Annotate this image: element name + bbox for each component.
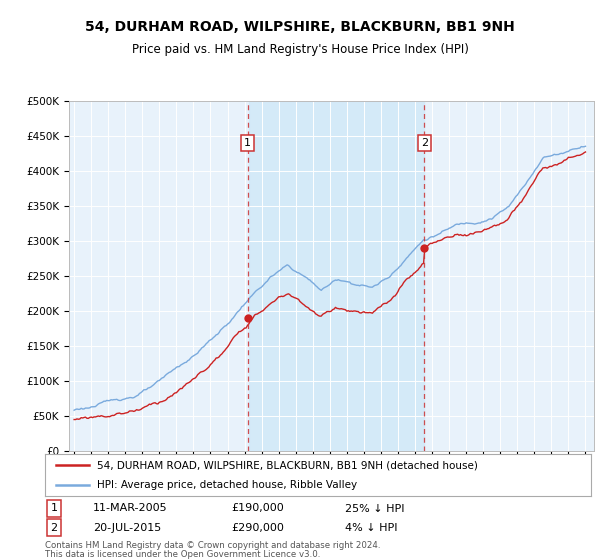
- Text: 20-JUL-2015: 20-JUL-2015: [93, 522, 161, 533]
- Text: 25% ↓ HPI: 25% ↓ HPI: [345, 503, 404, 514]
- Text: £190,000: £190,000: [231, 503, 284, 514]
- Text: HPI: Average price, detached house, Ribble Valley: HPI: Average price, detached house, Ribb…: [97, 480, 357, 490]
- Text: This data is licensed under the Open Government Licence v3.0.: This data is licensed under the Open Gov…: [45, 550, 320, 559]
- Text: 11-MAR-2005: 11-MAR-2005: [93, 503, 167, 514]
- Text: 2: 2: [421, 138, 428, 148]
- Text: 2: 2: [50, 522, 58, 533]
- Text: 4% ↓ HPI: 4% ↓ HPI: [345, 522, 398, 533]
- Text: 54, DURHAM ROAD, WILPSHIRE, BLACKBURN, BB1 9NH: 54, DURHAM ROAD, WILPSHIRE, BLACKBURN, B…: [85, 20, 515, 34]
- Text: 54, DURHAM ROAD, WILPSHIRE, BLACKBURN, BB1 9NH (detached house): 54, DURHAM ROAD, WILPSHIRE, BLACKBURN, B…: [97, 460, 478, 470]
- Text: Price paid vs. HM Land Registry's House Price Index (HPI): Price paid vs. HM Land Registry's House …: [131, 43, 469, 55]
- Text: £290,000: £290,000: [231, 522, 284, 533]
- Text: Contains HM Land Registry data © Crown copyright and database right 2024.: Contains HM Land Registry data © Crown c…: [45, 541, 380, 550]
- Text: 1: 1: [50, 503, 58, 514]
- Text: 1: 1: [244, 138, 251, 148]
